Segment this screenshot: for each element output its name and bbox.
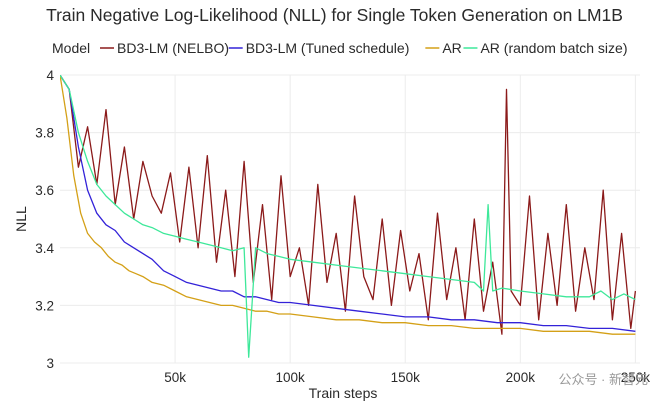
y-tick-label: 3 xyxy=(46,356,54,371)
x-tick-label: 50k xyxy=(164,370,186,385)
x-tick-label: 200k xyxy=(506,370,536,385)
watermark-text: 公众号 · 新智元 xyxy=(558,372,648,387)
axes-layer: 3 3.2 3.4 3.6 3.8 4 50k 100k 150k 200k 250k xyxy=(35,68,650,385)
legend-title: Model xyxy=(52,40,90,56)
y-tick-label: 3.8 xyxy=(35,126,54,141)
y-tick-label: 3.6 xyxy=(35,183,54,198)
series-line-1 xyxy=(60,75,636,332)
legend-entry: BD3-LM (Tuned schedule) xyxy=(246,40,410,56)
legend: Model BD3-LM (NELBO) BD3-LM (Tuned schedul… xyxy=(52,40,628,56)
grid-layer xyxy=(60,74,640,364)
x-axis-label: Train steps xyxy=(309,385,378,401)
x-tick-label: 150k xyxy=(391,370,421,385)
series-line-0 xyxy=(60,75,637,335)
series-line-2 xyxy=(60,75,636,335)
y-axis-label: NLL xyxy=(13,206,29,232)
y-tick-label: 4 xyxy=(46,68,54,83)
series-layer xyxy=(60,75,637,358)
series-line-3 xyxy=(60,75,636,358)
x-tick-label: 100k xyxy=(276,370,306,385)
y-tick-label: 3.2 xyxy=(35,298,54,313)
legend-entry: BD3-LM (NELBO) xyxy=(117,40,229,56)
chart-title: Train Negative Log-Likelihood (NLL) for … xyxy=(46,5,623,25)
legend-entry: AR (random batch size) xyxy=(480,40,627,56)
legend-entry: AR xyxy=(442,40,461,56)
y-tick-label: 3.4 xyxy=(35,241,54,256)
x-tick-label: 250k xyxy=(621,370,651,385)
